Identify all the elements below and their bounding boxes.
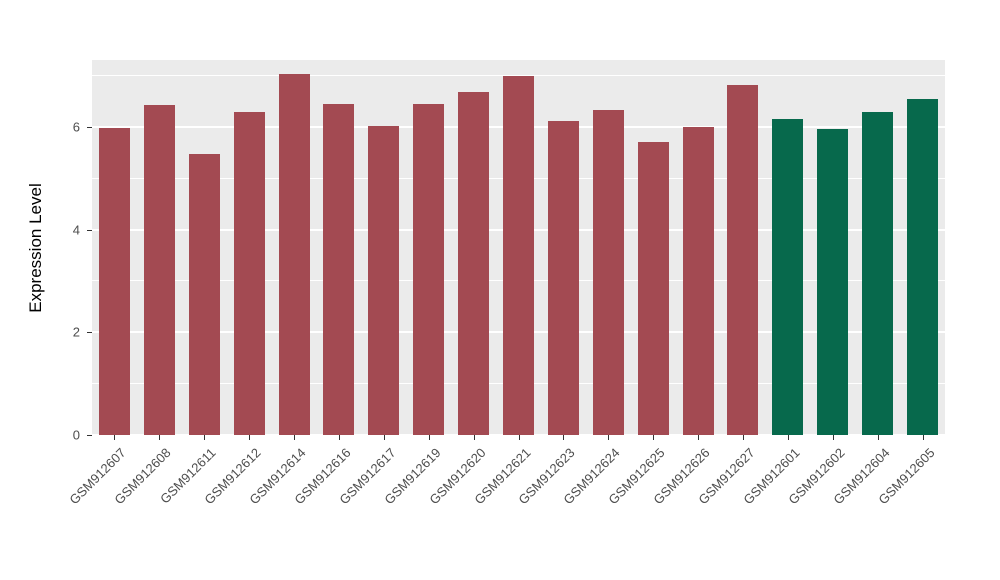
bar [413, 104, 444, 435]
bar [144, 105, 175, 435]
x-tick-mark [204, 435, 206, 440]
bar [548, 121, 579, 435]
x-tick-mark [383, 435, 385, 440]
x-tick-mark [877, 435, 879, 440]
bar [772, 119, 803, 435]
x-tick-mark [294, 435, 296, 440]
y-tick-mark [87, 435, 92, 436]
x-tick-mark [428, 435, 430, 440]
bar [862, 112, 893, 435]
x-tick-mark [473, 435, 475, 440]
x-tick-mark [608, 435, 610, 440]
bar [323, 104, 354, 435]
y-tick-label: 4 [72, 222, 80, 238]
bar [458, 92, 489, 435]
x-tick-mark [787, 435, 789, 440]
bar [727, 85, 758, 435]
bar [907, 99, 938, 435]
plot-panel [92, 60, 945, 436]
bar [683, 127, 714, 435]
y-tick-mark [87, 126, 92, 128]
y-tick-mark [87, 229, 92, 231]
bar [279, 74, 310, 435]
x-tick-mark [249, 435, 251, 440]
bar [503, 76, 534, 435]
x-tick-mark [563, 435, 565, 440]
y-tick-label: 0 [72, 427, 80, 443]
bar [817, 129, 848, 435]
bar [368, 126, 399, 435]
bar [234, 112, 265, 435]
y-tick-label: 6 [72, 119, 80, 135]
y-tick-mark [87, 332, 92, 334]
bar [189, 154, 220, 435]
x-tick-mark [653, 435, 655, 440]
bar [593, 110, 624, 435]
x-tick-mark [518, 435, 520, 440]
gridline-minor [92, 74, 945, 76]
x-tick-mark [159, 435, 161, 440]
x-tick-mark [832, 435, 834, 440]
bar [99, 128, 130, 435]
y-tick-label: 2 [72, 324, 80, 340]
bar [638, 142, 669, 435]
x-tick-mark [338, 435, 340, 440]
x-tick-mark [742, 435, 744, 440]
x-tick-mark [114, 435, 116, 440]
x-tick-mark [698, 435, 700, 440]
x-tick-mark [922, 435, 924, 440]
y-axis-title: Expression Level [26, 182, 45, 313]
